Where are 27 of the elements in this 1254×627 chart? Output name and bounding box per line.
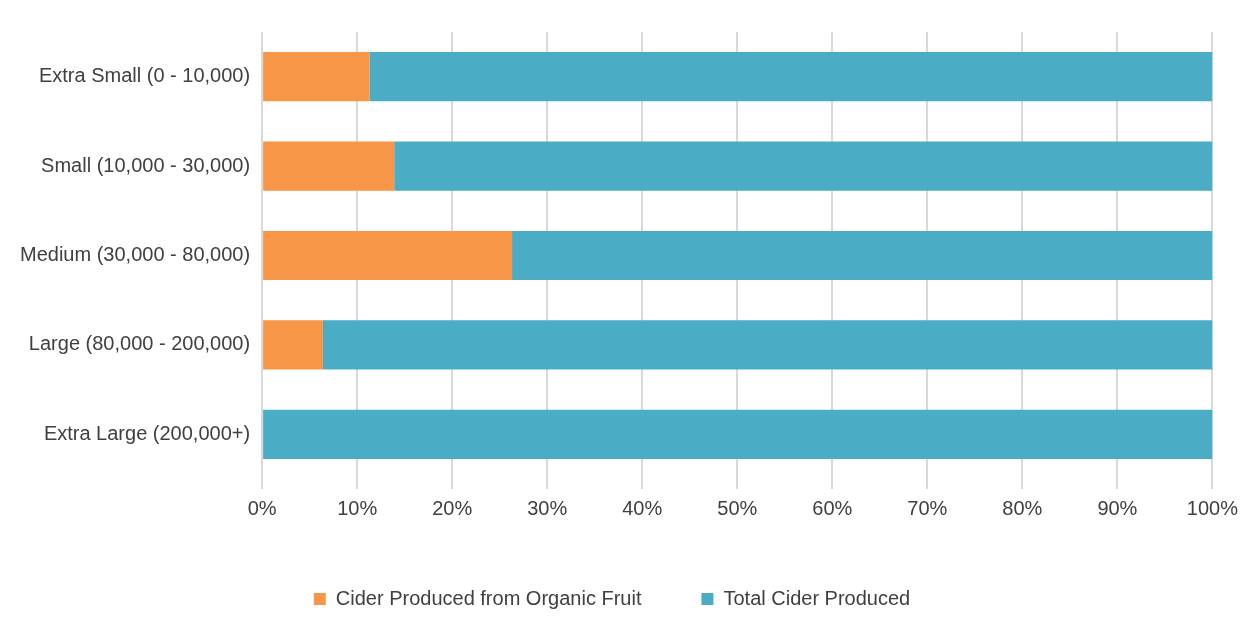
- x-tick-label: 100%: [1186, 496, 1239, 519]
- x-tick-label: 50%: [717, 496, 758, 519]
- x-tick-label: 0%: [247, 496, 277, 519]
- y-tick-label: Large (80,000 - 200,000): [28, 332, 251, 355]
- bar: [512, 230, 1213, 281]
- y-tick-label: Extra Large (200,000+): [43, 421, 251, 444]
- bar: [263, 141, 395, 191]
- bar: [369, 52, 1213, 102]
- x-tick-label: 60%: [812, 496, 853, 519]
- y-tick-label: Medium (30,000 - 80,000): [19, 243, 251, 266]
- x-tick-label: 20%: [432, 496, 473, 519]
- legend-label: Cider Produced from Organic Fruit: [335, 586, 642, 609]
- x-tick-label: 80%: [1002, 496, 1043, 519]
- bar: [322, 320, 1213, 370]
- bar: [263, 52, 370, 102]
- x-tick-label: 30%: [527, 496, 568, 519]
- x-tick-label: 70%: [907, 496, 948, 519]
- bar: [394, 141, 1213, 191]
- x-tick-label: 40%: [622, 496, 663, 519]
- x-tick-label: 90%: [1097, 496, 1138, 519]
- x-tick-label: 10%: [337, 496, 378, 519]
- bar: [263, 409, 1213, 459]
- bar: [263, 230, 513, 281]
- y-tick-label: Extra Small (0 - 10,000): [38, 64, 251, 87]
- y-tick-label: Small (10,000 - 30,000): [41, 153, 251, 176]
- legend-label: Total Cider Produced: [723, 586, 911, 609]
- bar: [263, 320, 323, 370]
